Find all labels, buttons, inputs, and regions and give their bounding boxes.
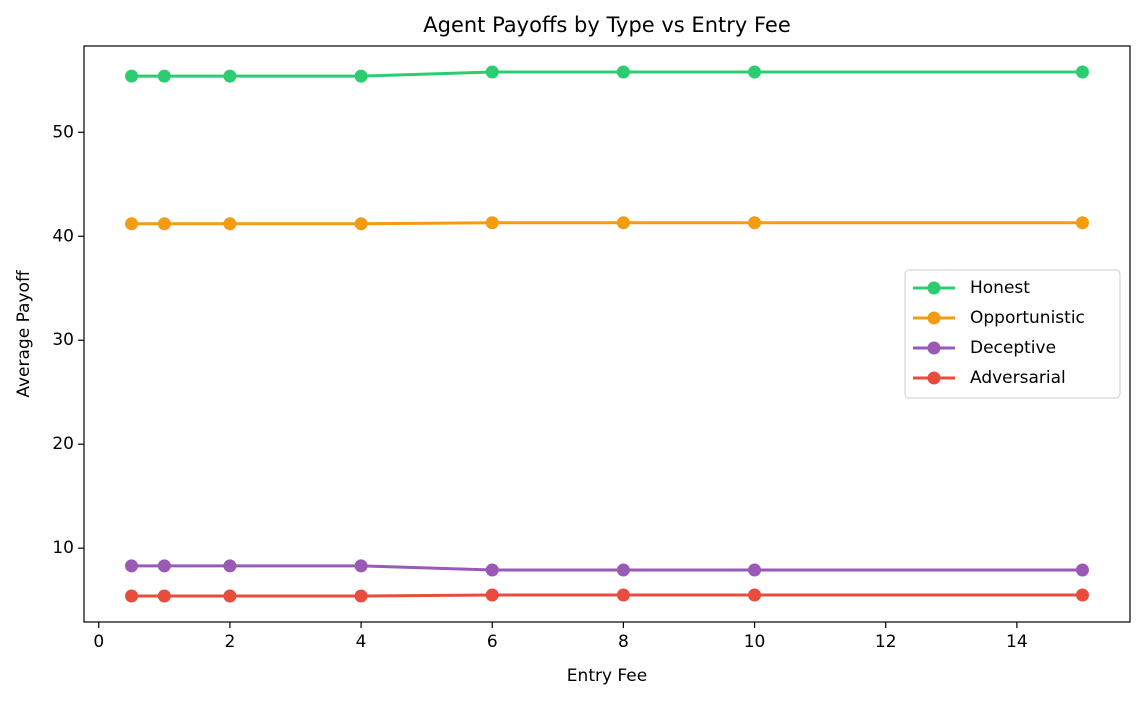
x-tick-label: 2 xyxy=(225,632,236,652)
y-tick-label: 20 xyxy=(52,434,74,454)
series-line xyxy=(131,221,1083,226)
y-tick-label: 40 xyxy=(52,226,74,246)
chart-title: Agent Payoffs by Type vs Entry Fee xyxy=(423,13,791,37)
x-tick-label: 10 xyxy=(744,632,766,652)
data-point xyxy=(125,559,139,573)
legend-marker xyxy=(927,341,941,355)
data-point xyxy=(125,217,139,231)
legend-marker xyxy=(927,311,941,325)
legend-label: Deceptive xyxy=(970,338,1056,358)
data-point xyxy=(354,559,368,573)
x-axis-label: Entry Fee xyxy=(567,666,647,686)
data-point xyxy=(157,589,171,603)
data-point xyxy=(616,65,630,79)
legend: Honest Opportunistic Deceptive Adversarial xyxy=(904,269,1121,399)
series-line xyxy=(131,564,1083,572)
data-point xyxy=(223,217,237,231)
data-point xyxy=(157,217,171,231)
x-tick-label: 0 xyxy=(93,632,104,652)
series-line xyxy=(131,70,1083,78)
data-point xyxy=(748,563,762,577)
x-tick-label: 6 xyxy=(487,632,498,652)
data-point xyxy=(125,69,139,83)
x-tick-label: 12 xyxy=(875,632,897,652)
series-line xyxy=(131,593,1083,598)
legend-marker xyxy=(927,281,941,295)
data-point xyxy=(616,563,630,577)
data-point xyxy=(354,69,368,83)
data-point xyxy=(354,217,368,231)
plot-frame xyxy=(83,45,1131,623)
data-point xyxy=(616,588,630,602)
data-point xyxy=(616,216,630,230)
data-point xyxy=(354,589,368,603)
y-tick-label: 50 xyxy=(52,122,74,142)
data-point xyxy=(157,69,171,83)
data-point xyxy=(1075,216,1089,230)
data-point xyxy=(485,588,499,602)
data-point xyxy=(223,559,237,573)
legend-label: Opportunistic xyxy=(970,308,1085,328)
x-tick-label: 8 xyxy=(618,632,629,652)
y-tick-label: 10 xyxy=(52,538,74,558)
legend-marker xyxy=(927,371,941,385)
data-point xyxy=(485,563,499,577)
y-tick-label: 30 xyxy=(52,330,74,350)
data-point xyxy=(157,559,171,573)
legend-frame xyxy=(904,269,1121,399)
data-point xyxy=(1075,65,1089,79)
data-point xyxy=(223,589,237,603)
data-point xyxy=(748,65,762,79)
data-point xyxy=(748,588,762,602)
x-tick-label: 14 xyxy=(1006,632,1028,652)
data-point xyxy=(485,216,499,230)
y-axis-label: Average Payoff xyxy=(14,269,34,398)
data-point xyxy=(1075,588,1089,602)
data-point xyxy=(485,65,499,79)
data-point xyxy=(1075,563,1089,577)
legend-label: Honest xyxy=(970,278,1030,298)
x-tick-label: 4 xyxy=(356,632,367,652)
data-point xyxy=(223,69,237,83)
legend-label: Adversarial xyxy=(970,368,1066,388)
data-point xyxy=(748,216,762,230)
data-point xyxy=(125,589,139,603)
